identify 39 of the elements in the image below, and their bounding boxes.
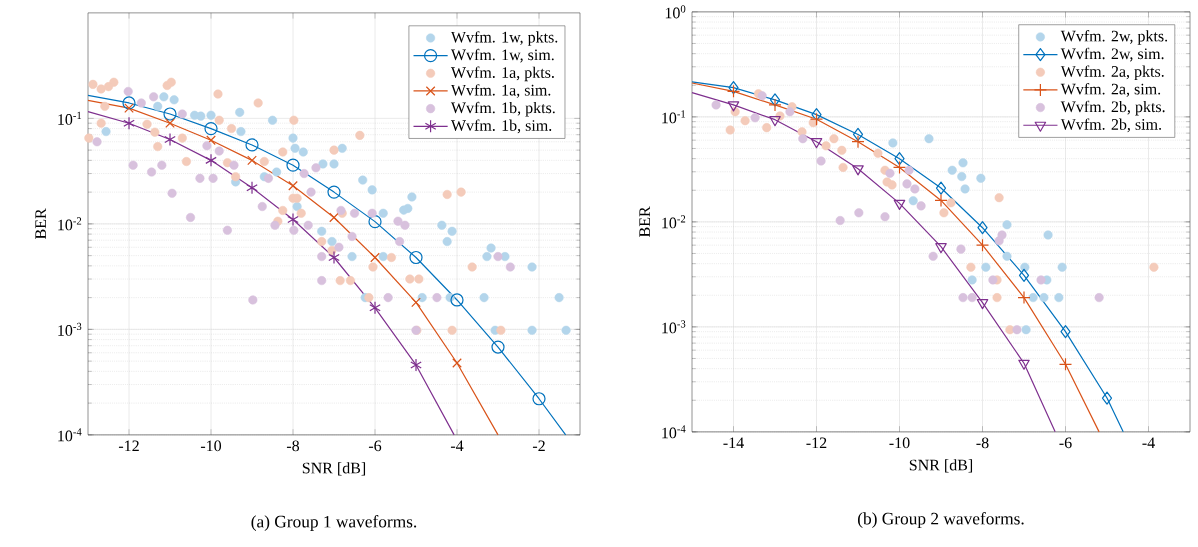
legend-label: Wvfm. 2a, sim. [1060,83,1161,97]
legend-label: Wvfm. 2b, sim. [1060,118,1162,133]
y-tick-label: 10$^{-2}$ [662,215,686,229]
x-axis-title: SNR [dB] [909,459,973,473]
y-axis-title: BER [35,208,46,240]
text: (a) Group 1 waveforms. [251,515,417,532]
x-tick-label: -14 [723,437,744,449]
x-tick-label: -10 [200,440,222,452]
legend-label: Wvfm. 1b, pkts. [450,101,555,117]
y-tick-label: 10$^{-4}$ [662,425,686,439]
x-tick-label: -2 [532,440,545,452]
x-tick-label: -6 [1059,437,1072,449]
x-tick-label: -6 [368,440,382,452]
x-tick-label: -4 [450,440,464,452]
x-tick-label: -12 [118,440,139,452]
x-tick-label: -12 [806,437,827,449]
legend-label: Wvfm. 2a, pkts. [1060,65,1164,81]
y-tick-label: 10$^{-3}$ [662,320,686,334]
legend-label: Wvfm. 1a, sim. [450,84,551,98]
y-tick-label: 10$^{-4}$ [58,428,82,442]
y-axis-title: BER [639,206,650,238]
y-tick-label: 10$^{-3}$ [58,322,82,336]
x-tick-label: -8 [286,440,300,452]
y-tick-label: 10$^{-2}$ [58,217,82,231]
x-axis-title: SNR [dB] [302,462,366,476]
y-tick-label: 10$^{-1}$ [58,111,82,125]
y-tick-label: 10$^{-1}$ [662,110,686,124]
legend-label: Wvfm. 1b, sim. [450,119,552,134]
legend-label: Wvfm. 2w, pkts. [1060,30,1168,45]
legend-label: Wvfm. 1a, pkts. [450,66,554,82]
y-tick-label: 10$^{0}$ [665,5,686,19]
x-tick-label: -10 [889,437,910,449]
legend-label: Wvfm. 2b, pkts. [1060,100,1165,116]
x-tick-label: -4 [1142,437,1155,449]
text: (b) Group 2 waveforms. [858,512,1024,529]
legend-label: Wvfm. 2w, sim. [1060,47,1164,62]
legend-label: Wvfm. 1w, pkts. [450,31,558,46]
x-tick-label: -8 [976,437,989,449]
legend-label: Wvfm. 1w, sim. [450,48,554,63]
